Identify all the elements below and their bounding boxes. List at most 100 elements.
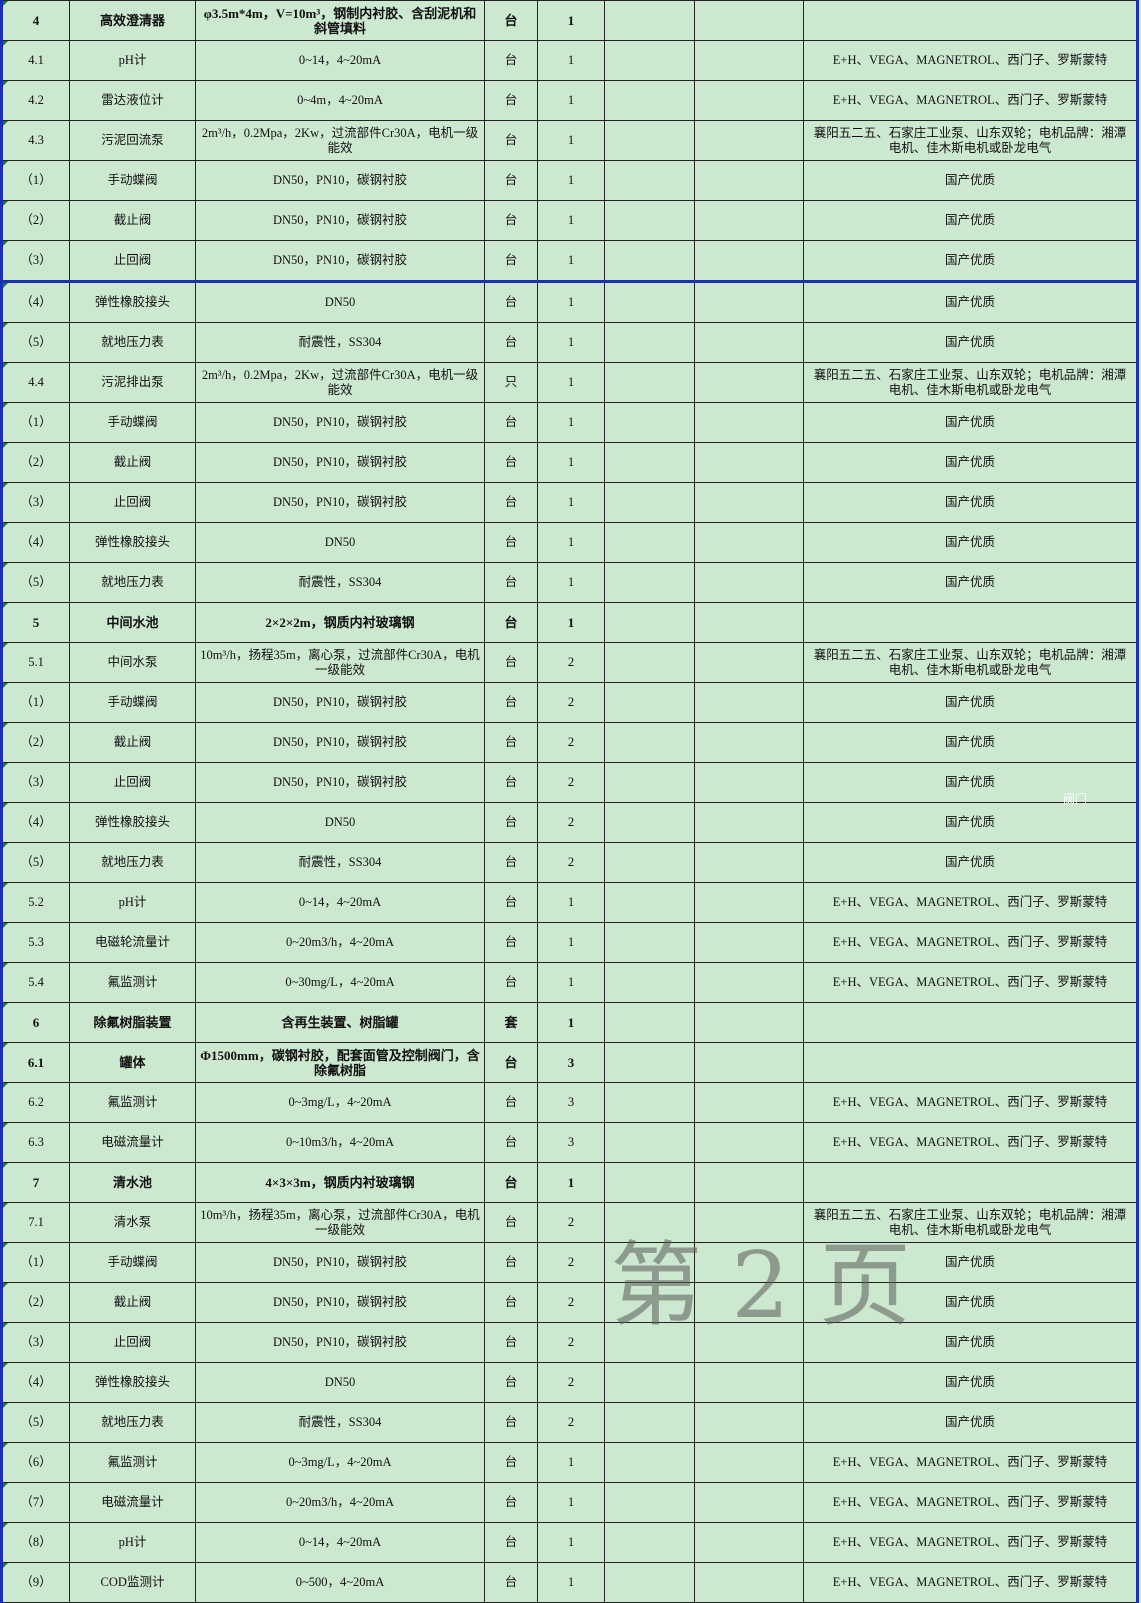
brand-cell[interactable]: 国产优质 xyxy=(803,842,1138,883)
empty-cell[interactable] xyxy=(694,0,804,41)
spec-cell[interactable]: DN50 xyxy=(195,281,485,323)
brand-cell[interactable]: 国产优质 xyxy=(803,402,1138,443)
item-number-cell[interactable]: 4.1 xyxy=(1,40,70,81)
unit-cell[interactable]: 台 xyxy=(484,1242,538,1283)
empty-cell[interactable] xyxy=(604,1162,695,1203)
quantity-cell[interactable]: 1 xyxy=(537,562,605,603)
item-name-cell[interactable]: 截止阀 xyxy=(69,1282,196,1323)
unit-cell[interactable]: 台 xyxy=(484,0,538,41)
brand-cell[interactable]: 襄阳五二五、石家庄工业泵、山东双轮；电机品牌：湘潭电机、佳木斯电机或卧龙电气 xyxy=(803,362,1138,403)
empty-cell[interactable] xyxy=(604,1402,695,1443)
unit-cell[interactable]: 台 xyxy=(484,602,538,643)
brand-cell[interactable]: 襄阳五二五、石家庄工业泵、山东双轮；电机品牌：湘潭电机、佳木斯电机或卧龙电气 xyxy=(803,642,1138,683)
brand-cell[interactable]: E+H、VEGA、MAGNETROL、西门子、罗斯蒙特 xyxy=(803,40,1138,81)
unit-cell[interactable]: 台 xyxy=(484,882,538,923)
empty-cell[interactable] xyxy=(694,1242,804,1283)
item-number-cell[interactable]: （7） xyxy=(1,1482,70,1523)
item-number-cell[interactable]: （1） xyxy=(1,160,70,201)
empty-cell[interactable] xyxy=(604,0,695,41)
empty-cell[interactable] xyxy=(604,802,695,843)
empty-cell[interactable] xyxy=(694,1322,804,1363)
spec-cell[interactable]: DN50，PN10，碳钢衬胶 xyxy=(195,682,485,723)
spec-cell[interactable]: DN50，PN10，碳钢衬胶 xyxy=(195,1322,485,1363)
item-name-cell[interactable]: pH计 xyxy=(69,1522,196,1563)
brand-cell[interactable]: E+H、VEGA、MAGNETROL、西门子、罗斯蒙特 xyxy=(803,1522,1138,1563)
empty-cell[interactable] xyxy=(604,442,695,483)
unit-cell[interactable]: 台 xyxy=(484,240,538,283)
quantity-cell[interactable]: 3 xyxy=(537,1082,605,1123)
empty-cell[interactable] xyxy=(694,1562,804,1603)
unit-cell[interactable]: 台 xyxy=(484,322,538,363)
item-name-cell[interactable]: 手动蝶阀 xyxy=(69,402,196,443)
empty-cell[interactable] xyxy=(694,1162,804,1203)
empty-cell[interactable] xyxy=(694,1082,804,1123)
item-number-cell[interactable]: 6 xyxy=(1,1002,70,1043)
quantity-cell[interactable]: 2 xyxy=(537,642,605,683)
brand-cell[interactable]: 国产优质 xyxy=(803,442,1138,483)
item-name-cell[interactable]: 弹性橡胶接头 xyxy=(69,802,196,843)
quantity-cell[interactable]: 1 xyxy=(537,962,605,1003)
quantity-cell[interactable]: 1 xyxy=(537,160,605,201)
quantity-cell[interactable]: 1 xyxy=(537,40,605,81)
item-name-cell[interactable]: 电磁流量计 xyxy=(69,1482,196,1523)
brand-cell[interactable]: E+H、VEGA、MAGNETROL、西门子、罗斯蒙特 xyxy=(803,882,1138,923)
empty-cell[interactable] xyxy=(694,160,804,201)
empty-cell[interactable] xyxy=(604,882,695,923)
unit-cell[interactable]: 台 xyxy=(484,200,538,241)
quantity-cell[interactable]: 2 xyxy=(537,722,605,763)
brand-cell[interactable]: 国产优质 xyxy=(803,1242,1138,1283)
empty-cell[interactable] xyxy=(604,240,695,283)
brand-cell[interactable] xyxy=(803,1002,1138,1043)
item-number-cell[interactable]: （4） xyxy=(1,522,70,563)
spec-cell[interactable]: DN50，PN10，碳钢衬胶 xyxy=(195,402,485,443)
item-number-cell[interactable]: （2） xyxy=(1,442,70,483)
item-name-cell[interactable]: 就地压力表 xyxy=(69,842,196,883)
empty-cell[interactable] xyxy=(694,802,804,843)
item-name-cell[interactable]: 就地压力表 xyxy=(69,322,196,363)
empty-cell[interactable] xyxy=(694,1002,804,1043)
spec-cell[interactable]: DN50 xyxy=(195,802,485,843)
spec-cell[interactable]: DN50，PN10，碳钢衬胶 xyxy=(195,762,485,803)
item-name-cell[interactable]: COD监测计 xyxy=(69,1562,196,1603)
empty-cell[interactable] xyxy=(604,602,695,643)
quantity-cell[interactable]: 2 xyxy=(537,1362,605,1403)
unit-cell[interactable]: 台 xyxy=(484,682,538,723)
item-name-cell[interactable]: 止回阀 xyxy=(69,482,196,523)
spec-cell[interactable]: φ3.5m*4m，V=10m³，钢制内衬胶、含刮泥机和斜管填料 xyxy=(195,0,485,41)
spec-cell[interactable]: 0~14，4~20mA xyxy=(195,882,485,923)
brand-cell[interactable]: 国产优质 xyxy=(803,240,1138,283)
item-name-cell[interactable]: 氟监测计 xyxy=(69,1442,196,1483)
empty-cell[interactable] xyxy=(694,40,804,81)
empty-cell[interactable] xyxy=(604,1442,695,1483)
empty-cell[interactable] xyxy=(604,40,695,81)
brand-cell[interactable]: 国产优质 xyxy=(803,200,1138,241)
item-name-cell[interactable]: 止回阀 xyxy=(69,762,196,803)
spec-cell[interactable]: 0~20m3/h，4~20mA xyxy=(195,922,485,963)
spec-cell[interactable]: 0~20m3/h，4~20mA xyxy=(195,1482,485,1523)
unit-cell[interactable]: 只 xyxy=(484,362,538,403)
unit-cell[interactable]: 台 xyxy=(484,402,538,443)
brand-cell[interactable]: 国产优质 xyxy=(803,762,1138,803)
brand-cell[interactable]: 国产优质 xyxy=(803,1402,1138,1443)
empty-cell[interactable] xyxy=(694,281,804,323)
quantity-cell[interactable]: 1 xyxy=(537,402,605,443)
spec-cell[interactable]: DN50，PN10，碳钢衬胶 xyxy=(195,1242,485,1283)
empty-cell[interactable] xyxy=(694,842,804,883)
empty-cell[interactable] xyxy=(694,1202,804,1243)
spec-cell[interactable]: 0~500，4~20mA xyxy=(195,1562,485,1603)
quantity-cell[interactable]: 2 xyxy=(537,842,605,883)
quantity-cell[interactable]: 1 xyxy=(537,240,605,283)
empty-cell[interactable] xyxy=(694,1522,804,1563)
item-number-cell[interactable]: 4.2 xyxy=(1,80,70,121)
empty-cell[interactable] xyxy=(694,442,804,483)
item-number-cell[interactable]: 6.3 xyxy=(1,1122,70,1163)
quantity-cell[interactable]: 2 xyxy=(537,762,605,803)
quantity-cell[interactable]: 1 xyxy=(537,362,605,403)
item-number-cell[interactable]: （3） xyxy=(1,482,70,523)
brand-cell[interactable]: 国产优质 xyxy=(803,722,1138,763)
empty-cell[interactable] xyxy=(604,1042,695,1083)
quantity-cell[interactable]: 1 xyxy=(537,442,605,483)
unit-cell[interactable]: 台 xyxy=(484,562,538,603)
spec-cell[interactable]: DN50，PN10，碳钢衬胶 xyxy=(195,240,485,283)
item-name-cell[interactable]: 电磁流量计 xyxy=(69,1122,196,1163)
